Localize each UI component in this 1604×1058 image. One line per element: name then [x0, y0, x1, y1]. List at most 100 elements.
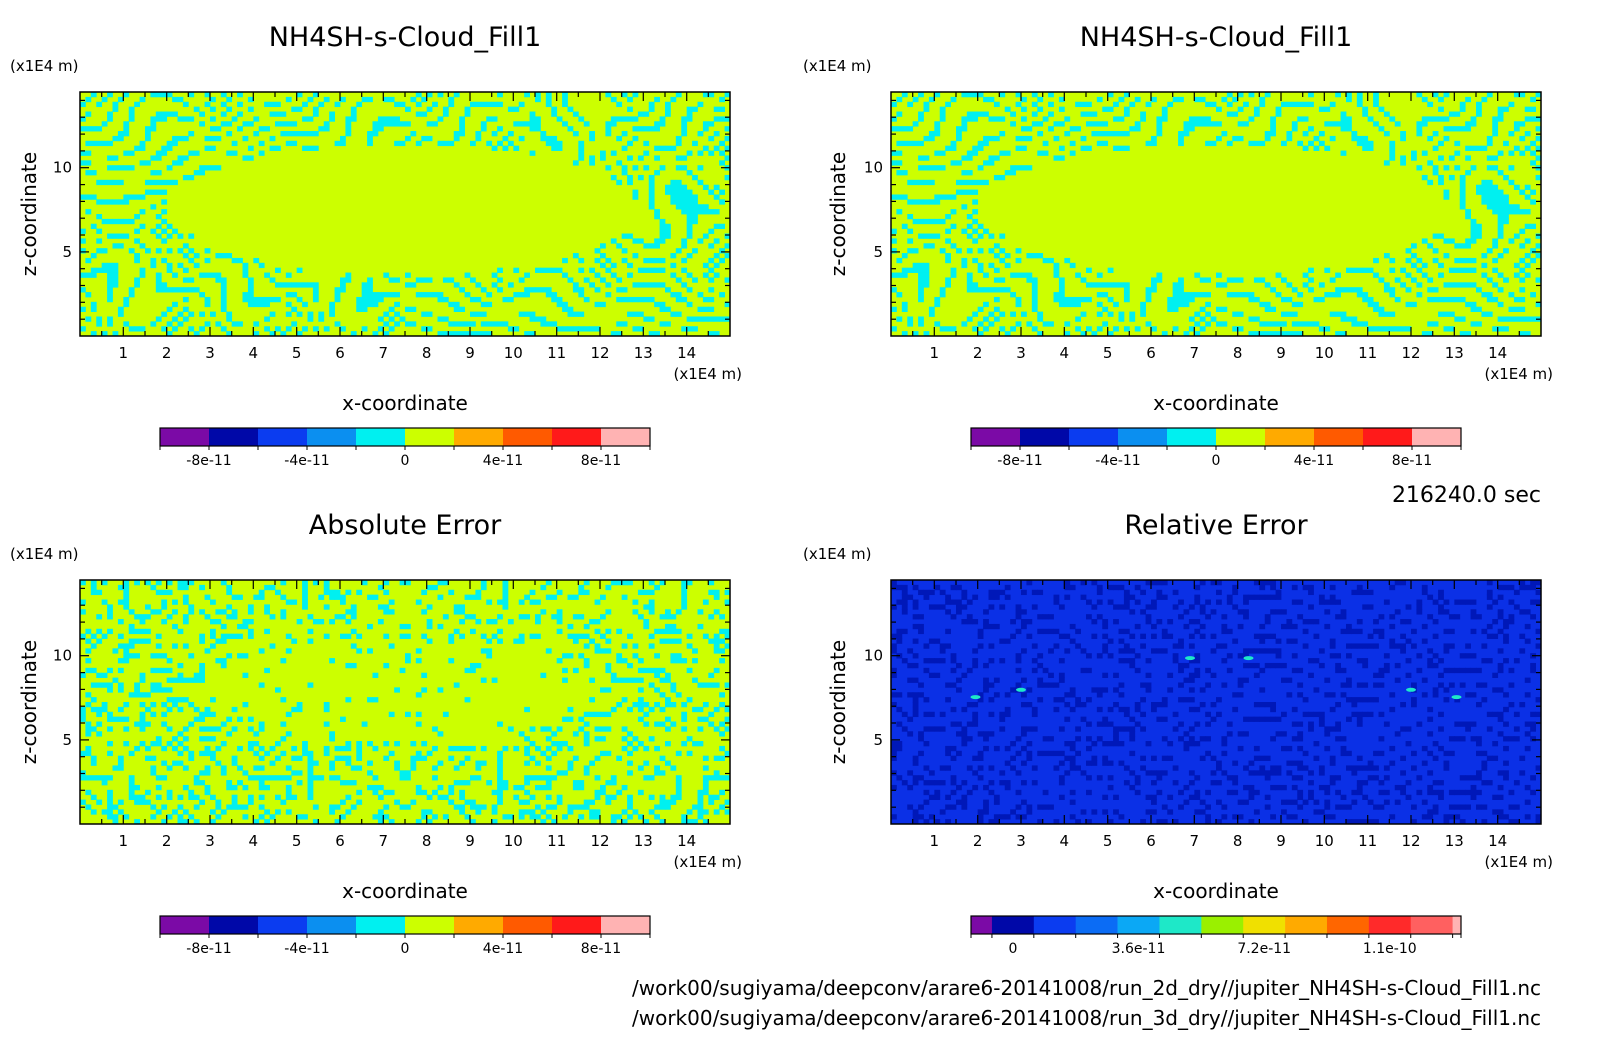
- heatmap-cell: [530, 741, 536, 746]
- heatmap-cell: [1119, 682, 1125, 687]
- heatmap-cell: [167, 307, 173, 312]
- heatmap-cell: [1406, 639, 1412, 644]
- heatmap-cell: [902, 604, 908, 609]
- heatmap-cell: [1400, 155, 1406, 160]
- heatmap-cell: [389, 326, 395, 331]
- heatmap-cell: [1400, 648, 1406, 653]
- heatmap-cell: [172, 180, 178, 185]
- heatmap-cell: [719, 97, 725, 102]
- heatmap-cell: [616, 814, 622, 819]
- heatmap-cell: [654, 214, 660, 219]
- heatmap-cell: [967, 600, 973, 605]
- heatmap-cell: [1091, 687, 1097, 692]
- heatmap-cell: [199, 717, 205, 722]
- heatmap-cell: [178, 312, 184, 317]
- heatmap-cell: [633, 600, 639, 605]
- heatmap-cell: [167, 234, 173, 239]
- heatmap-cell: [1525, 185, 1531, 190]
- heatmap-cell: [156, 234, 162, 239]
- heatmap-cell: [519, 634, 525, 639]
- heatmap-cell: [199, 326, 205, 331]
- heatmap-cell: [1108, 92, 1114, 97]
- heatmap-cell: [118, 707, 124, 712]
- heatmap-cell: [907, 648, 913, 653]
- heatmap-cell: [703, 785, 709, 790]
- heatmap-cell: [708, 121, 714, 126]
- heatmap-cell: [524, 761, 530, 766]
- heatmap-cell: [1259, 624, 1265, 629]
- heatmap-cell: [1335, 702, 1341, 707]
- heatmap-cell: [972, 712, 978, 717]
- heatmap-cell: [302, 116, 308, 121]
- heatmap-cell: [1026, 756, 1032, 761]
- heatmap-cell: [1097, 292, 1103, 297]
- heatmap-cell: [1330, 643, 1336, 648]
- y-axis-label: z-coordinate: [826, 152, 850, 276]
- heatmap-cell: [172, 624, 178, 629]
- panel-title: Relative Error: [1124, 510, 1308, 541]
- heatmap-cell: [373, 775, 379, 780]
- heatmap-cell: [665, 287, 671, 292]
- heatmap-cell: [1509, 165, 1515, 170]
- heatmap-cell: [1492, 190, 1498, 195]
- heatmap-cell: [134, 258, 140, 263]
- heatmap-cell: [1270, 736, 1276, 741]
- heatmap-cell: [1184, 731, 1190, 736]
- heatmap-cell: [649, 243, 655, 248]
- heatmap-cell: [286, 292, 292, 297]
- heatmap-cell: [573, 131, 579, 136]
- heatmap-cell: [967, 614, 973, 619]
- heatmap-cell: [178, 741, 184, 746]
- heatmap-cell: [1379, 712, 1385, 717]
- heatmap-cell: [448, 790, 454, 795]
- heatmap-cell: [1481, 273, 1487, 278]
- heatmap-cell: [1368, 268, 1374, 273]
- heatmap-cell: [649, 194, 655, 199]
- heatmap-cell: [1503, 194, 1509, 199]
- heatmap-cell: [913, 97, 919, 102]
- heatmap-cell: [85, 126, 91, 131]
- heatmap-cell: [1124, 292, 1130, 297]
- heatmap-cell: [1178, 600, 1184, 605]
- heatmap-cell: [237, 258, 243, 263]
- heatmap-cell: [1113, 604, 1119, 609]
- heatmap-cell: [654, 170, 660, 175]
- heatmap-cell: [1297, 668, 1303, 673]
- heatmap-cell: [1357, 585, 1363, 590]
- heatmap-cell: [102, 580, 108, 585]
- heatmap-cell: [118, 136, 124, 141]
- heatmap-cell: [551, 112, 557, 117]
- heatmap-cell: [1379, 682, 1385, 687]
- heatmap-cell: [1129, 731, 1135, 736]
- heatmap-cell: [1330, 692, 1336, 697]
- heatmap-cell: [1471, 229, 1477, 234]
- heatmap-cell: [1227, 102, 1233, 107]
- heatmap-cell: [983, 663, 989, 668]
- heatmap-cell: [983, 316, 989, 321]
- heatmap-cell: [1102, 624, 1108, 629]
- heatmap-cell: [654, 238, 660, 243]
- heatmap-cell: [1184, 131, 1190, 136]
- heatmap-cell: [692, 204, 698, 209]
- heatmap-cell: [622, 726, 628, 731]
- heatmap-cell: [999, 151, 1005, 156]
- heatmap-cell: [1433, 258, 1439, 263]
- heatmap-cell: [1406, 302, 1412, 307]
- heatmap-cell: [1346, 629, 1352, 634]
- heatmap-cell: [394, 321, 400, 326]
- heatmap-cell: [1465, 209, 1471, 214]
- heatmap-cell: [719, 160, 725, 165]
- heatmap-cell: [1498, 668, 1504, 673]
- heatmap-cell: [145, 790, 151, 795]
- heatmap-cell: [492, 634, 498, 639]
- heatmap-cell: [654, 814, 660, 819]
- heatmap-cell: [107, 165, 113, 170]
- heatmap-cell: [1184, 678, 1190, 683]
- heatmap-cell: [123, 580, 129, 585]
- heatmap-cell: [1438, 595, 1444, 600]
- heatmap-cell: [286, 634, 292, 639]
- heatmap-cell: [918, 624, 924, 629]
- heatmap-cell: [253, 321, 259, 326]
- heatmap-cell: [940, 219, 946, 224]
- heatmap-cell: [1021, 619, 1027, 624]
